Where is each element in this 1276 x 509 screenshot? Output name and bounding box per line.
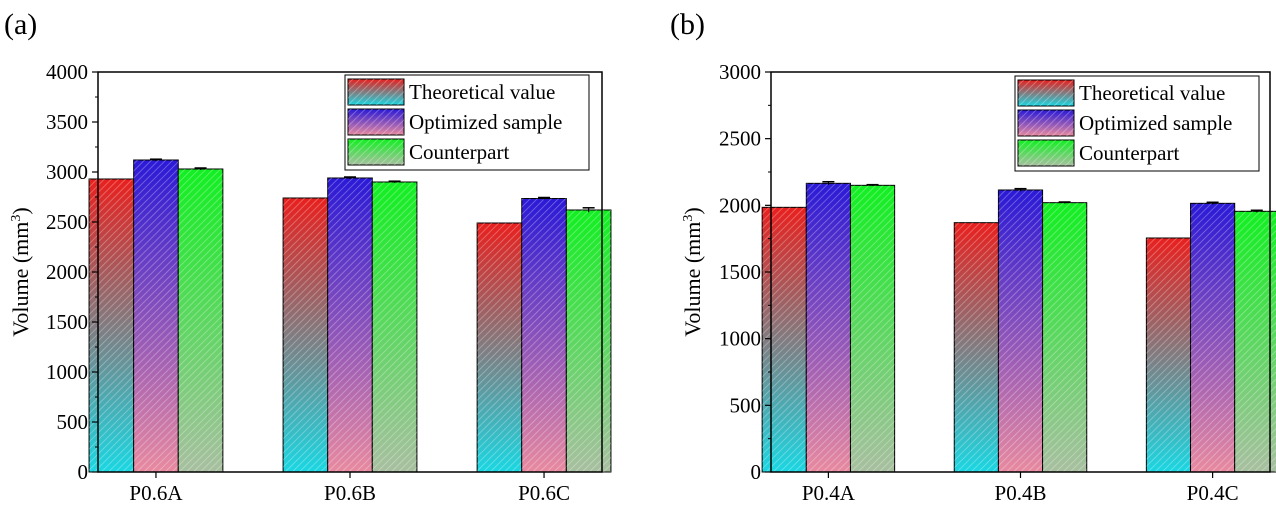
y-tick-label: 3000 <box>719 60 761 84</box>
bar-hatch <box>1234 211 1276 473</box>
bar-hatch <box>954 222 999 472</box>
x-tick-label: P0.6C <box>518 481 570 505</box>
legend-swatch-hatch <box>348 109 404 135</box>
legend-swatch-hatch <box>348 139 404 165</box>
bar-hatch <box>566 210 611 472</box>
legend-swatch-hatch <box>1018 80 1074 106</box>
y-axis-label: Volume (mm3) <box>680 207 705 336</box>
chart-panel-1: (b) P0.4A P0.4B P0.4C 0 500 1000 1500 2000 2500 30… <box>670 8 1276 505</box>
y-tick-label: 1000 <box>719 327 761 351</box>
legend-label: Optimized sample <box>1079 111 1232 135</box>
panel-label: (b) <box>670 8 705 41</box>
bar-hatch <box>89 179 134 472</box>
y-tick-label: 2500 <box>46 210 88 234</box>
legend-label: Theoretical value <box>409 80 555 104</box>
y-tick-label: 1500 <box>46 310 88 334</box>
x-tick-label: P0.6A <box>129 481 183 505</box>
legend-label: Optimized sample <box>409 110 562 134</box>
x-tick-label: P0.4C <box>1187 481 1239 505</box>
bar-hatch <box>998 190 1043 472</box>
y-tick-label: 2000 <box>46 260 88 284</box>
legend-swatch-hatch <box>1018 110 1074 136</box>
legend: Theoretical value Optimized sample Counter… <box>1014 75 1260 172</box>
bar-hatch <box>850 185 895 473</box>
bar-hatch <box>477 223 522 472</box>
bar-hatch <box>762 207 807 473</box>
bar-hatch <box>1190 203 1235 473</box>
x-tick-label: P0.4B <box>995 481 1047 505</box>
x-tick-label: P0.4A <box>802 481 856 505</box>
y-tick-label: 0 <box>78 460 89 484</box>
y-tick-label: 1000 <box>46 360 88 384</box>
legend-label: Theoretical value <box>1079 81 1225 105</box>
bar-hatch <box>372 182 417 472</box>
bar-hatch <box>178 169 223 472</box>
y-tick-label: 3500 <box>46 110 88 134</box>
bar-hatch <box>327 178 373 472</box>
y-tick-label: 0 <box>751 460 762 484</box>
legend-swatch-hatch <box>1018 140 1074 166</box>
bar-hatch <box>1042 202 1087 472</box>
y-tick-label: 500 <box>57 410 89 434</box>
bar-hatch <box>806 183 851 473</box>
y-tick-label: 4000 <box>46 60 88 84</box>
legend-swatch-hatch <box>348 79 404 105</box>
y-tick-label: 2000 <box>719 193 761 217</box>
y-axis-label: Volume (mm3) <box>8 207 33 336</box>
y-tick-label: 1500 <box>719 260 761 284</box>
y-tick-label: 500 <box>730 393 762 417</box>
panel-label: (a) <box>4 8 37 41</box>
bar-hatch <box>521 198 567 472</box>
bar-hatch <box>283 198 328 472</box>
bar-hatch <box>1146 238 1191 472</box>
chart-panel-0: (a) P0.6A P0.6B P0.6C 0 500 1000 1500 2000 2500 30… <box>4 8 612 505</box>
legend-label: Counterpart <box>409 140 509 164</box>
legend-label: Counterpart <box>1079 141 1179 165</box>
legend: Theoretical value Optimized sample Counter… <box>344 74 590 171</box>
y-tick-label: 3000 <box>46 160 88 184</box>
y-tick-label: 2500 <box>719 127 761 151</box>
bar-hatch <box>133 160 179 472</box>
x-tick-label: P0.6B <box>324 481 376 505</box>
